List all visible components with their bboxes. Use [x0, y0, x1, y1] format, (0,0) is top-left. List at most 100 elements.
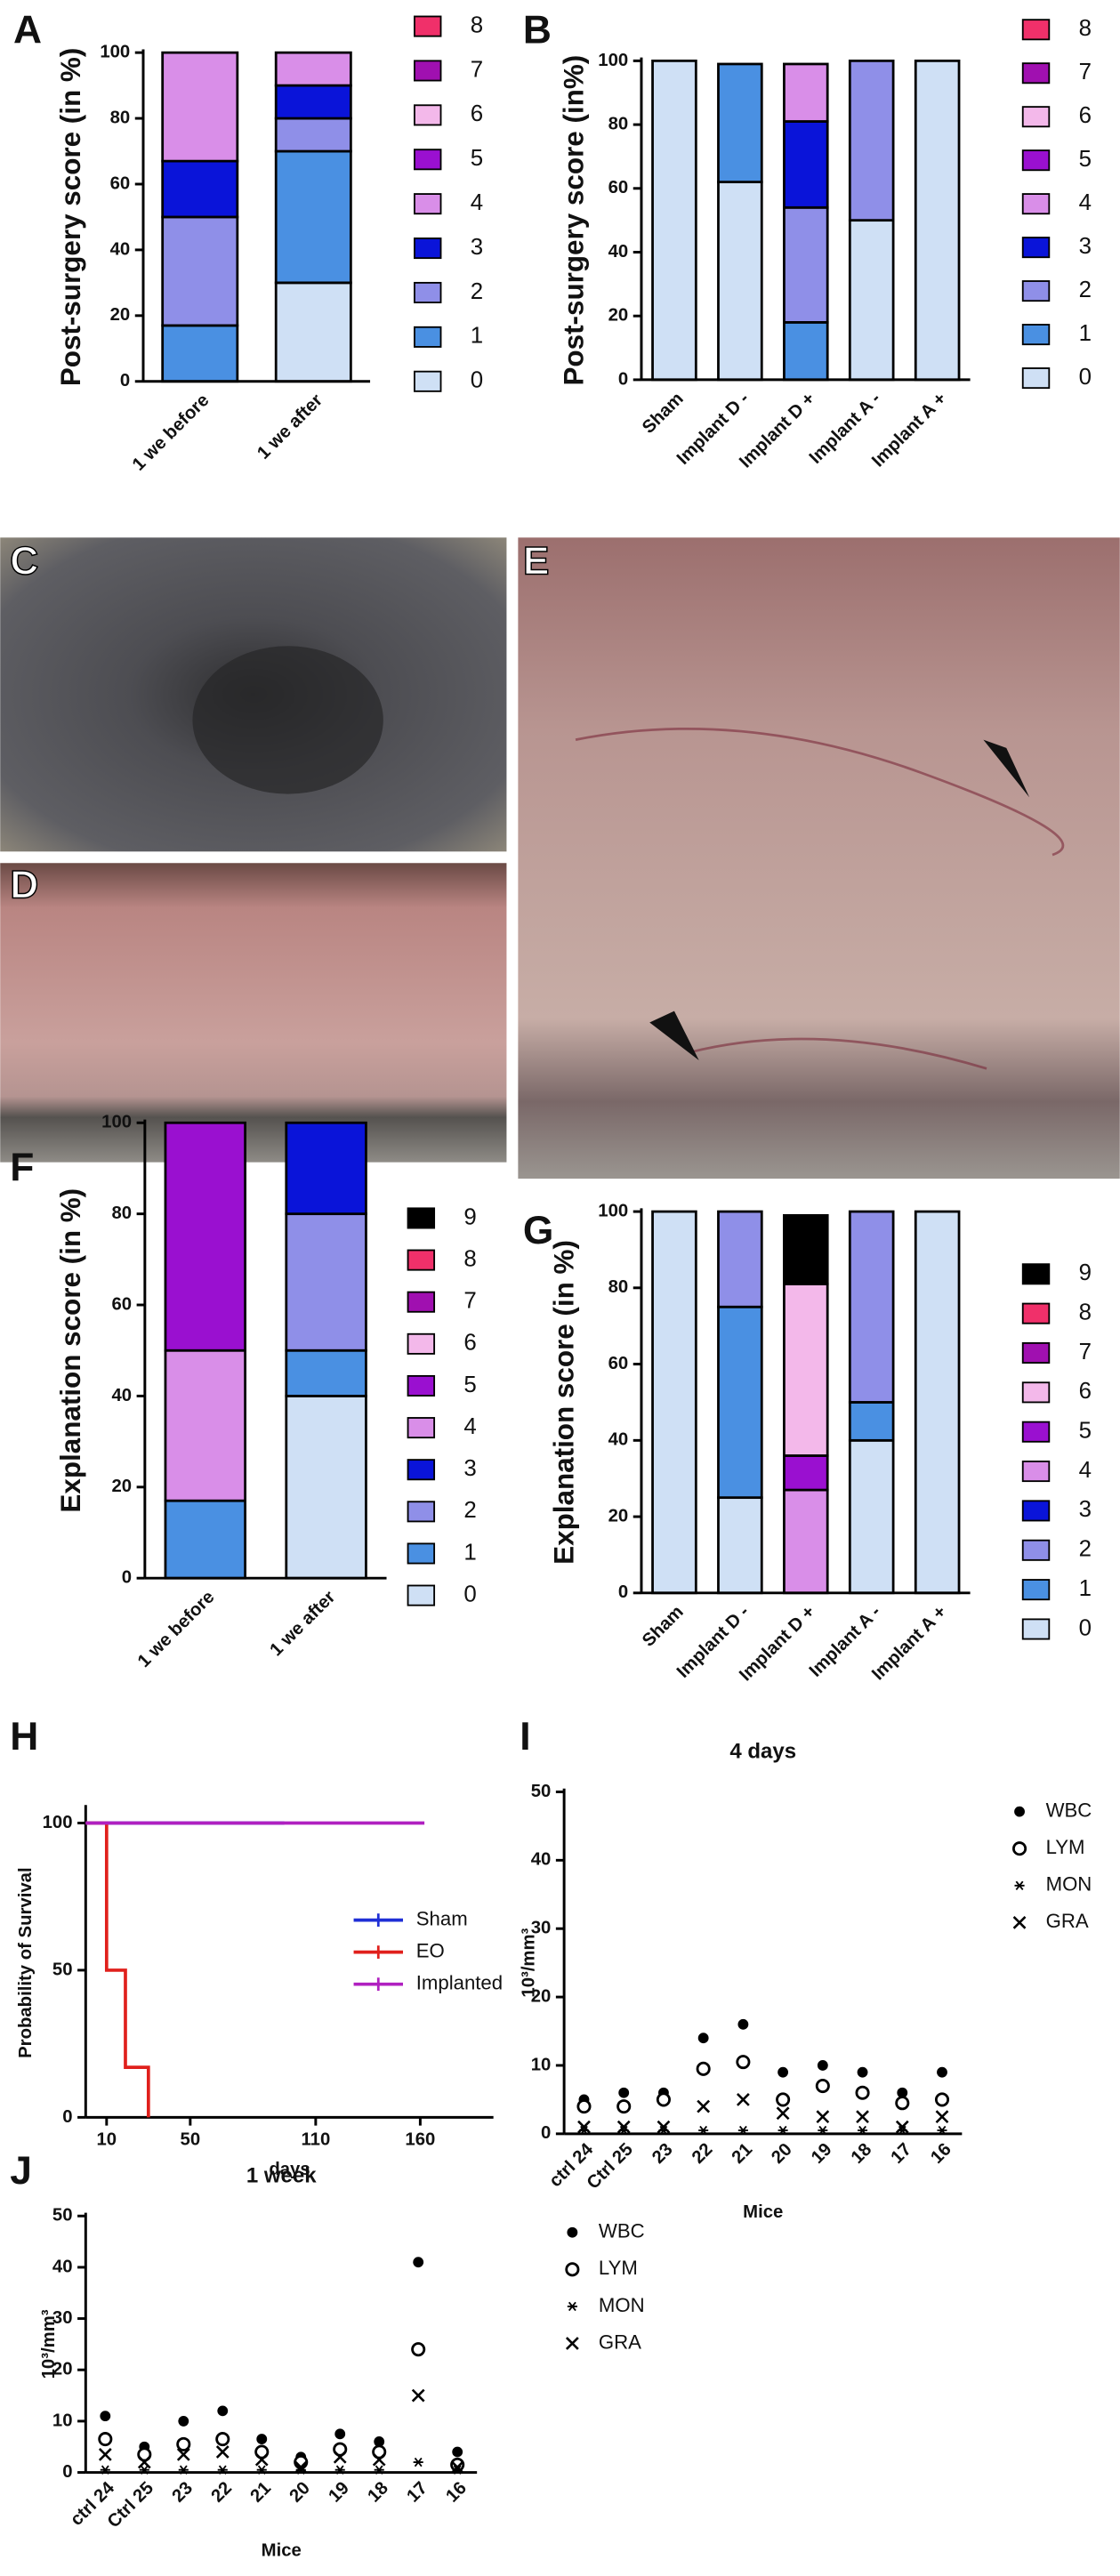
- legend-label: 2: [1079, 1537, 1092, 1562]
- legend-swatch: [1021, 1381, 1051, 1404]
- legend-label: 1: [1079, 1576, 1092, 1601]
- point: [413, 2257, 424, 2268]
- bar-segment: [717, 1210, 763, 1308]
- panel-letter: F: [10, 1147, 34, 1190]
- bar-segment: [848, 59, 895, 222]
- legend-label: 4: [463, 1414, 476, 1439]
- bar-segment: [848, 219, 895, 382]
- point: [856, 2110, 869, 2124]
- panel-letter: J: [10, 2149, 32, 2193]
- point: [450, 2460, 464, 2475]
- point: [374, 2465, 384, 2475]
- point: [616, 2120, 631, 2134]
- y-tick-label: 40: [110, 239, 131, 259]
- point: [176, 2448, 190, 2461]
- legend-swatch: [1021, 1263, 1051, 1285]
- legend-label: 6: [463, 1331, 476, 1356]
- y-axis-label: Post-surgery score (in%): [558, 55, 589, 386]
- y-tick-label: 60: [608, 1354, 629, 1373]
- y-tick-label: 100: [598, 51, 628, 70]
- legend-swatch: [1021, 1461, 1051, 1483]
- legend-label: 9: [1079, 1260, 1092, 1285]
- point: [411, 2342, 426, 2357]
- legend-label: 0: [471, 368, 483, 393]
- y-tick-label: 100: [100, 43, 130, 62]
- legend-swatch: [1021, 237, 1051, 259]
- point: [698, 2125, 709, 2136]
- bar-segment: [914, 59, 961, 382]
- y-tick-label: 80: [110, 108, 131, 127]
- y-tick-label: 10: [531, 2055, 552, 2074]
- y-tick-label: 10: [52, 2411, 73, 2430]
- bar-segment: [285, 1348, 367, 1397]
- point: [778, 2066, 789, 2078]
- photo-e-vessel: [575, 727, 1065, 857]
- bar-segment: [848, 1438, 895, 1595]
- x-tick-label: 21: [729, 2139, 757, 2168]
- point: [816, 2110, 830, 2124]
- x-tick-label: Sham: [639, 389, 688, 438]
- point: [737, 2125, 748, 2136]
- bar-segment: [164, 1348, 246, 1502]
- y-tick-label: 40: [531, 1850, 552, 1870]
- x-tick-label: 21: [246, 2478, 275, 2507]
- bar-segment: [783, 62, 829, 123]
- x-tick-label: 16: [927, 2139, 955, 2168]
- bar-segment: [161, 324, 239, 383]
- legend-label: 0: [1079, 1615, 1092, 1640]
- y-tick-label: 30: [52, 2308, 73, 2328]
- panel-letter: E: [523, 540, 550, 584]
- legend-label: 1: [1079, 321, 1092, 346]
- bar-segment: [164, 1121, 246, 1352]
- point: [294, 2460, 308, 2475]
- panel-letter: B: [523, 9, 552, 52]
- point: [818, 2125, 828, 2136]
- legend-swatch: [1021, 193, 1051, 215]
- point: [937, 2125, 947, 2136]
- y-tick-label: 0: [62, 2107, 72, 2127]
- x-tick-label: 1 we after: [254, 390, 326, 463]
- legend-swatch: [407, 1417, 436, 1439]
- y-axis-label: Explanation score (in %): [55, 1188, 86, 1513]
- point: [934, 2092, 950, 2107]
- legend-label: 7: [463, 1289, 476, 1314]
- y-tick-label: 0: [618, 369, 628, 389]
- y-tick-label: 20: [608, 306, 629, 326]
- x-tick-label: 17: [403, 2478, 431, 2507]
- legend-label: 3: [1079, 234, 1092, 259]
- legend-label: 8: [1079, 1300, 1092, 1324]
- bar-segment: [285, 1395, 367, 1580]
- legend-label: WBC: [1046, 1799, 1092, 1821]
- point: [1014, 1880, 1025, 1890]
- y-tick-label: 0: [122, 1568, 132, 1588]
- panel-letter: D: [10, 864, 38, 907]
- bar-segment: [717, 62, 763, 184]
- y-tick-label: 40: [111, 1386, 132, 1405]
- legend-swatch: [1021, 1500, 1051, 1522]
- legend-label: 7: [471, 57, 483, 82]
- point: [334, 2465, 345, 2475]
- bar-segment: [651, 59, 697, 382]
- point: [576, 2099, 592, 2114]
- legend-label: 2: [471, 279, 483, 304]
- legend-label: LYM: [1046, 1836, 1085, 1858]
- y-tick-label: 20: [52, 2360, 73, 2379]
- point: [1012, 1915, 1027, 1929]
- legend-label: 5: [1079, 1419, 1092, 1444]
- legend-label: 3: [463, 1456, 476, 1481]
- legend-label: 9: [463, 1204, 476, 1229]
- x-tick-label: 1 we after: [267, 1587, 340, 1660]
- legend-label: 2: [1079, 278, 1092, 302]
- point: [935, 2110, 949, 2124]
- legend-label: 5: [1079, 147, 1092, 172]
- point: [737, 2018, 749, 2030]
- point: [858, 2125, 868, 2136]
- y-tick-label: 40: [608, 242, 629, 262]
- legend-label: 4: [471, 190, 483, 215]
- legend-label: 3: [1079, 1497, 1092, 1522]
- bar-segment: [783, 205, 829, 324]
- legend-swatch: [414, 281, 442, 303]
- panel-letter: G: [523, 1209, 554, 1252]
- y-tick-label: 60: [110, 173, 131, 193]
- legend-swatch: [1021, 367, 1051, 390]
